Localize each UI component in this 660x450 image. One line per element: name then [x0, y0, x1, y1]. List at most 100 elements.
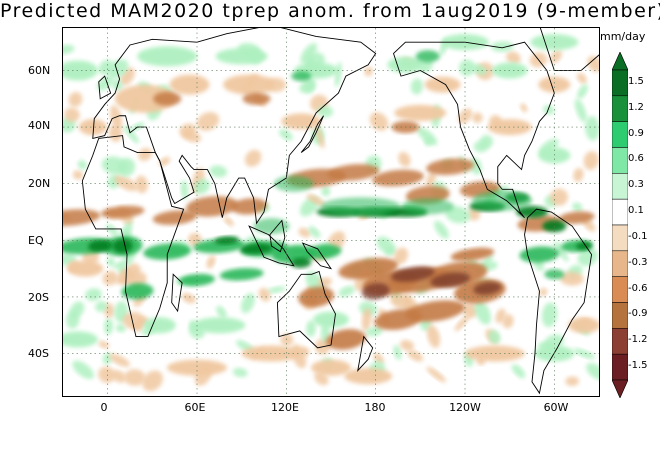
anomaly-patch: [572, 202, 583, 212]
anomaly-patch: [72, 170, 84, 180]
anomaly-patch: [320, 197, 401, 216]
anomaly-patch: [107, 59, 129, 79]
anomaly-patch: [473, 282, 502, 295]
lat-tick-40n: 40N: [28, 119, 51, 132]
anomaly-patch: [209, 165, 228, 178]
new-guinea-coast: [301, 242, 333, 270]
anomaly-patch: [223, 74, 276, 95]
anomaly-patch: [291, 71, 312, 82]
anomaly-patch: [88, 239, 113, 253]
anomaly-patch: [308, 226, 321, 239]
anomaly-patch: [152, 210, 197, 225]
anomaly-patch: [121, 283, 154, 300]
anomaly-patch: [573, 348, 596, 359]
anomaly-patch: [280, 333, 294, 347]
lon-tick-60w: 60W: [543, 401, 569, 414]
anomaly-patch: [240, 243, 273, 254]
anomaly-patch: [142, 370, 163, 392]
anomaly-patch: [391, 266, 435, 282]
lon-tick-180: 180: [364, 401, 386, 414]
lat-tick-60n: 60N: [28, 64, 51, 77]
anomaly-patch: [193, 317, 246, 334]
anomaly-patch: [137, 46, 198, 67]
anomaly-patch: [311, 359, 351, 376]
colorbar-label: -0.9: [628, 308, 648, 320]
colorbar-label: 1.5: [628, 75, 644, 87]
anomaly-patch: [132, 321, 144, 332]
anomaly-patch: [344, 368, 393, 385]
anomaly-patch: [430, 272, 470, 288]
anomaly-patch: [95, 300, 108, 313]
anomaly-patch: [464, 345, 525, 362]
anomaly-patch: [553, 240, 569, 262]
anomaly-patch: [450, 247, 495, 262]
anomaly-patch: [117, 157, 136, 177]
anomaly-patch: [113, 258, 133, 269]
lon-tick-0: 0: [100, 401, 108, 414]
anomaly-patch: [267, 286, 286, 294]
anomaly-patch: [541, 302, 558, 328]
anomaly-patch: [543, 105, 555, 115]
anomaly-patch: [231, 198, 268, 215]
colorbar-label: 0.3: [628, 179, 644, 191]
anomaly-patch: [539, 287, 548, 297]
anomaly-patch: [102, 270, 119, 286]
anomaly-patch: [398, 151, 411, 167]
anomaly-patch: [112, 238, 133, 253]
anomaly-patch: [158, 156, 171, 167]
colorbar-swatch: [612, 198, 628, 226]
anomaly-patch: [427, 325, 441, 348]
anomaly-patch: [85, 288, 102, 301]
anomaly-patch: [459, 59, 476, 76]
anomaly-patch: [72, 360, 94, 380]
colorbar-top-arrow: [612, 52, 628, 71]
colorbar-swatch: [612, 121, 628, 148]
anomaly-patch: [98, 366, 116, 383]
colorbar: [612, 52, 628, 398]
anomaly-patch: [241, 293, 255, 314]
anomaly-patch: [495, 308, 506, 324]
new-zealand-coast: [357, 335, 374, 372]
lat-tick-eq: EQ: [28, 234, 44, 247]
graticule: [63, 28, 599, 396]
anomaly-patch: [401, 198, 454, 215]
anomaly-patch: [387, 56, 424, 73]
anomaly-patch: [361, 308, 372, 332]
anomaly-patch: [114, 84, 175, 113]
anomaly-patch: [138, 147, 152, 161]
anomaly-patch: [298, 227, 311, 238]
anomaly-patch: [98, 340, 110, 349]
anomaly-patch: [511, 364, 526, 379]
anomaly-patch: [467, 208, 481, 221]
anomaly-patch: [206, 255, 216, 269]
colorbar-swatch: [612, 250, 628, 277]
anomaly-patch: [576, 241, 593, 250]
anomaly-patch: [558, 211, 595, 224]
lon-tick-120e: 120E: [271, 401, 299, 414]
anomaly-patch: [587, 56, 599, 72]
colorbar-swatch: [612, 224, 628, 252]
anomaly-fields: [63, 34, 599, 392]
colorbar-label: -1.5: [628, 360, 648, 372]
anomaly-patch: [143, 317, 176, 334]
anomaly-patch: [586, 362, 599, 380]
lat-tick-20n: 20N: [28, 177, 51, 190]
indonesia-coast: [248, 225, 295, 267]
anomaly-patch: [179, 273, 215, 287]
anomaly-patch: [583, 151, 599, 170]
anomaly-patch: [123, 369, 146, 386]
anomaly-patch: [415, 50, 440, 63]
anomaly-patch: [63, 44, 75, 55]
anomaly-patch: [559, 271, 584, 286]
anomaly-patch: [215, 48, 268, 65]
colorbar-bottom-arrow: [612, 379, 628, 398]
anomaly-patch: [577, 72, 587, 84]
colorbar-label: 0.1: [628, 205, 644, 217]
anomaly-patch: [315, 127, 325, 149]
anomaly-patch: [258, 288, 271, 302]
anomaly-patch: [223, 216, 234, 227]
colorbar-swatch: [612, 276, 628, 303]
anomaly-patch: [472, 112, 483, 124]
africa-coast: [81, 135, 185, 338]
anomaly-patch: [314, 372, 329, 386]
